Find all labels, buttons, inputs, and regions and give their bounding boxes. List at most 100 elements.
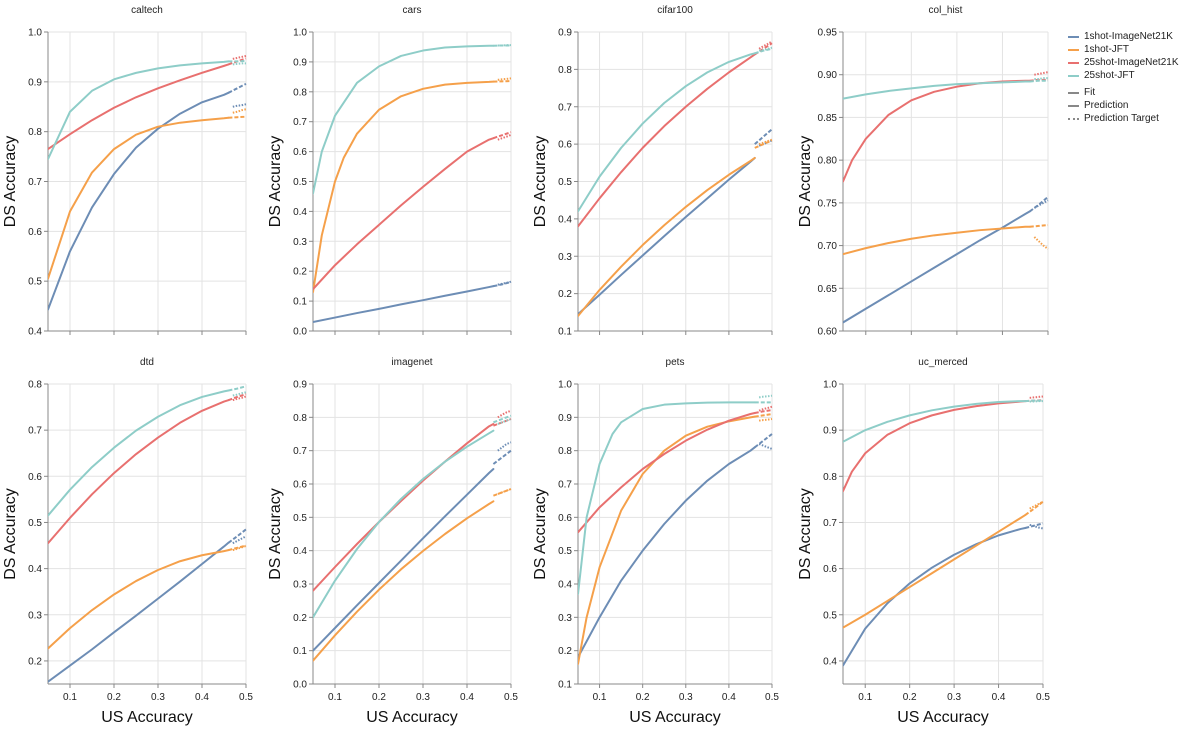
series-target-25shot-imagenet21k (497, 409, 512, 419)
series-target-25shot-imagenet21k (1029, 395, 1044, 399)
y-tick-label: 1.0 (293, 28, 307, 39)
y-tick-label: 0.60 (818, 327, 838, 338)
series-fit-25shot-imagenet21k (578, 53, 756, 228)
series-prediction-25shot-jft (228, 59, 247, 63)
y-tick-label: 0.3 (28, 610, 42, 621)
series-fit-25shot-jft (313, 429, 495, 619)
series-lines (48, 54, 247, 311)
x-tick-label: 0.1 (63, 692, 77, 703)
y-tick-label: 0.2 (293, 613, 307, 624)
x-tick-label: 0.2 (372, 692, 386, 703)
legend-swatch (1068, 117, 1079, 120)
series-fit-1shot-jft (843, 514, 1027, 629)
y-tick-label: 0.5 (558, 177, 572, 188)
y-tick-label: 0.7 (293, 117, 307, 128)
series-target-25shot-jft (232, 62, 246, 66)
x-tick-label: 0.4 (722, 692, 736, 703)
series-prediction-1shot-imagenet21k (754, 433, 773, 449)
x-tick-label: 0.5 (1036, 692, 1050, 703)
y-tick-label: 0.6 (293, 147, 307, 158)
x-axis-label: US Accuracy (897, 709, 989, 726)
series-fit-1shot-imagenet21k (843, 210, 1031, 324)
y-tick-label: 0.6 (823, 564, 837, 575)
y-tick-label: 0.9 (293, 57, 307, 68)
chart-panel-dtd: 0.2 0.3 0.4 0.5 0.6 0.7 0.8 0.1 0.2 0.3 0.4 0.5 dtd D… (2, 357, 253, 726)
x-tick-label: 0.5 (239, 692, 253, 703)
series-target-25shot-imagenet21k (232, 395, 247, 402)
y-tick-label: 0.9 (558, 413, 572, 424)
series-fit-1shot-imagenet21k (578, 446, 756, 659)
y-tick-label: 0.4 (28, 327, 42, 338)
y-tick-label: 0.1 (558, 327, 572, 338)
series-target-25shot-imagenet21k (758, 405, 773, 412)
series-fit-25shot-jft (578, 401, 756, 595)
chart-title: cars (403, 5, 422, 16)
series-prediction-1shot-jft (493, 80, 512, 83)
y-tick-label: 0.9 (28, 77, 42, 88)
y-axis-label: DS Accuracy (797, 488, 814, 580)
chart-panel-col-hist: 0.60 0.65 0.70 0.75 0.80 0.85 0.90 0.95 col_hist… (797, 5, 1049, 338)
x-tick-label: 0.4 (992, 692, 1006, 703)
chart-title: pets (666, 357, 685, 368)
series-fit-25shot-imagenet21k (843, 79, 1031, 183)
series-prediction-1shot-imagenet21k (492, 449, 512, 465)
series-fit-1shot-imagenet21k (578, 156, 756, 316)
series-lines (313, 44, 512, 324)
series-prediction-1shot-imagenet21k (754, 128, 773, 145)
series-target-25shot-imagenet21k (232, 54, 247, 60)
y-tick-label: 0.7 (558, 480, 572, 491)
x-tick-label: 0.3 (416, 692, 430, 703)
y-tick-label: 0.2 (558, 646, 572, 657)
series-fit-1shot-jft (578, 156, 756, 318)
y-tick-label: 1.0 (558, 380, 572, 391)
series-target-1shot-imagenet21k (232, 103, 247, 108)
series-prediction-25shot-jft (1029, 79, 1048, 83)
y-tick-label: 0.3 (293, 580, 307, 591)
series-fit-1shot-jft (313, 80, 495, 294)
series-prediction-1shot-imagenet21k (227, 528, 247, 544)
series-target-1shot-imagenet21k (1029, 523, 1044, 530)
y-tick-label: 0.70 (818, 241, 838, 252)
series-lines (843, 395, 1044, 667)
y-tick-label: 0.75 (818, 198, 838, 209)
x-tick-label: 0.3 (947, 692, 961, 703)
y-tick-label: 0.2 (558, 289, 572, 300)
x-tick-label: 0.2 (636, 692, 650, 703)
series-fit-1shot-imagenet21k (313, 468, 495, 652)
series-fit-1shot-imagenet21k (843, 527, 1027, 667)
y-tick-label: 0.5 (293, 177, 307, 188)
series-fit-25shot-imagenet21k (48, 399, 230, 545)
y-tick-label: 0.4 (558, 580, 572, 591)
series-target-1shot-imagenet21k (497, 441, 512, 452)
y-tick-label: 0.95 (818, 28, 838, 39)
series-prediction-1shot-imagenet21k (1029, 196, 1049, 213)
series-target-25shot-imagenet21k (497, 133, 512, 141)
chart-title: cifar100 (657, 5, 693, 16)
y-tick-label: 0.0 (293, 680, 307, 691)
y-axis-label: DS Accuracy (267, 136, 284, 228)
y-tick-label: 0.9 (293, 380, 307, 391)
legend-label: 25shot-ImageNet21K (1084, 57, 1179, 68)
legend: 1shot-ImageNet21K 1shot-JFT 25shot-Image… (1068, 30, 1179, 125)
y-axis-label: DS Accuracy (532, 136, 549, 228)
series-target-1shot-jft (497, 488, 512, 495)
x-tick-label: 0.3 (679, 692, 693, 703)
y-tick-label: 0.5 (293, 513, 307, 524)
y-tick-label: 0.6 (28, 472, 42, 483)
series-prediction-1shot-jft (228, 544, 247, 552)
series-target-25shot-jft (497, 418, 512, 425)
series-target-1shot-jft (1029, 500, 1044, 510)
series-prediction-1shot-imagenet21k (227, 82, 247, 94)
series-lines (578, 394, 773, 665)
y-axis-label: DS Accuracy (267, 488, 284, 580)
series-lines (578, 40, 773, 318)
y-tick-label: 0.4 (293, 546, 307, 557)
x-tick-label: 0.1 (593, 692, 607, 703)
legend-swatch (1068, 91, 1079, 94)
series-fit-25shot-jft (843, 80, 1031, 100)
y-tick-label: 0.5 (28, 518, 42, 529)
y-tick-label: 0.7 (823, 518, 837, 529)
y-tick-label: 0.9 (823, 426, 837, 437)
y-tick-label: 0.5 (558, 546, 572, 557)
